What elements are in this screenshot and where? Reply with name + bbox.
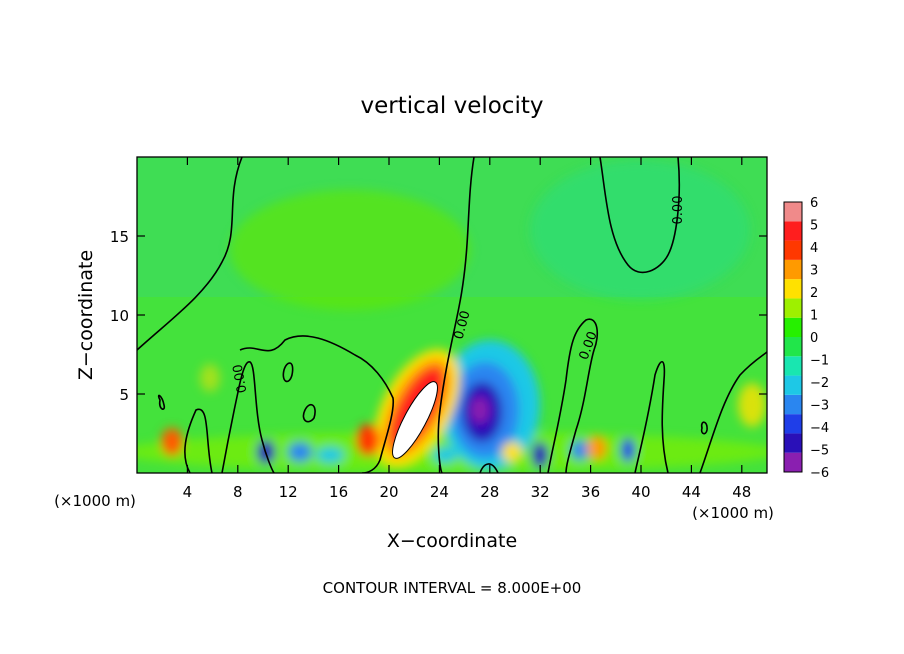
surface-cyan-27 — [433, 447, 457, 463]
contour-mid-top — [437, 157, 475, 473]
x-tick-label-9: 40 — [631, 483, 650, 501]
surface-downdraft-37 — [571, 440, 589, 460]
colorbar-swatch-10 — [784, 259, 802, 280]
colorbar-swatch-5 — [784, 356, 802, 376]
velocity-field: 0.00 0.00 0.00 0.00 — [137, 157, 767, 473]
updraft-core — [392, 381, 438, 459]
colorbar-swatch-11 — [784, 240, 802, 260]
x-tick-label-3: 16 — [329, 483, 348, 501]
y-tick-label-1: 10 — [110, 307, 129, 325]
contour-blob — [239, 335, 395, 473]
y-axis-label: Z−coordinate — [75, 250, 97, 380]
surface-updraft-19 — [356, 424, 380, 456]
contour-interval-note: CONTOUR INTERVAL = 8.000E+00 — [323, 579, 582, 597]
x-tick-label-6: 28 — [480, 483, 499, 501]
surface-updraft-30 — [502, 442, 522, 462]
upper-left-weak-updraft — [230, 190, 470, 310]
x-tick-label-2: 12 — [279, 483, 298, 501]
colorbar-label-5: 1 — [810, 309, 818, 324]
contour-label-4: 0.00 — [231, 363, 251, 394]
colorbar-label-9: −3 — [810, 399, 829, 414]
contour-small-2 — [282, 362, 294, 383]
colorbar-swatch-2 — [784, 414, 802, 434]
colorbar-swatch-9 — [784, 279, 802, 299]
colorbar-label-2: 4 — [810, 241, 818, 256]
contour-far-right — [634, 360, 669, 473]
right-region-subsidence — [530, 160, 750, 300]
colorbar-swatch-6 — [784, 337, 802, 357]
colorbar-swatch-8 — [784, 298, 802, 318]
colorbar-frame — [783, 201, 803, 473]
contour-low-left — [184, 408, 213, 473]
chart-title: vertical velocity — [361, 93, 544, 119]
surface-downdraft-12 — [288, 442, 312, 462]
contour-left — [137, 157, 243, 351]
x-tick-label-4: 20 — [379, 483, 398, 501]
y-tick-label-2: 15 — [110, 228, 129, 246]
colorbar-swatch-12 — [784, 221, 802, 241]
colorbar-label-4: 2 — [810, 286, 818, 301]
zero-contours — [137, 157, 767, 473]
x-tick-label-8: 36 — [581, 483, 600, 501]
colorbar-label-8: −2 — [810, 376, 829, 391]
contour-small-4 — [700, 421, 708, 435]
x-tick-label-5: 24 — [430, 483, 449, 501]
colorbar-label-3: 3 — [810, 264, 818, 279]
contour-low-mid — [479, 463, 499, 473]
contour-small-1 — [157, 394, 166, 410]
left-surface-updraft — [161, 428, 183, 456]
x-axis-label: X−coordinate — [387, 530, 517, 552]
surface-downdraft-39 — [621, 438, 635, 462]
colorbar-swatch-3 — [784, 394, 802, 415]
right-edge-updraft — [738, 383, 766, 427]
colorbar-label-11: −5 — [810, 444, 829, 459]
colorbar: 6 5 4 3 2 1 0 −1 −2 −3 −4 −5 −6 — [783, 196, 829, 481]
colorbar-swatch-7 — [784, 317, 802, 337]
colorbar-swatch-0 — [784, 452, 802, 472]
colorbar-label-1: 5 — [810, 219, 818, 234]
colorbar-label-0: 6 — [810, 196, 818, 211]
y-tick-label-0: 5 — [119, 386, 129, 404]
colorbar-label-7: −1 — [810, 354, 829, 369]
y-axis-ticks: 5 10 15 — [110, 228, 767, 404]
contour-right-edge — [699, 351, 767, 473]
x-tick-label-0: 4 — [183, 483, 193, 501]
contour-small-3 — [302, 403, 316, 423]
contour-label-1: 0.00 — [671, 196, 686, 225]
updraft-core-contour — [392, 381, 438, 459]
colorbar-swatch-13 — [784, 202, 802, 222]
colorbar-label-6: 0 — [810, 331, 818, 346]
x-tick-label-10: 44 — [682, 483, 701, 501]
contour-wavy-left — [221, 361, 275, 473]
colorbar-label-12: −6 — [810, 466, 829, 481]
x-tick-label-7: 32 — [531, 483, 550, 501]
x-tick-label-11: 48 — [732, 483, 751, 501]
contour-right-wavy — [547, 318, 599, 473]
surface-downdraft-32 — [532, 442, 548, 468]
weak-updraft-6 — [200, 364, 220, 392]
contour-label-2: 0.00 — [452, 309, 474, 341]
downdraft-core — [471, 397, 489, 423]
x-unit-left: (×1000 m) — [54, 492, 136, 510]
colorbar-swatch-4 — [784, 375, 802, 395]
surface-cyan-14 — [316, 447, 344, 463]
colorbar-swatch-1 — [784, 433, 802, 453]
surface-updraft-36 — [587, 436, 607, 460]
contour-right-top — [599, 157, 681, 274]
x-axis-ticks: 4 8 12 16 20 24 28 32 36 40 44 48 — [183, 157, 751, 501]
x-tick-label-1: 8 — [233, 483, 243, 501]
x-unit-right: (×1000 m) — [692, 504, 774, 522]
colorbar-label-10: −4 — [810, 421, 829, 436]
